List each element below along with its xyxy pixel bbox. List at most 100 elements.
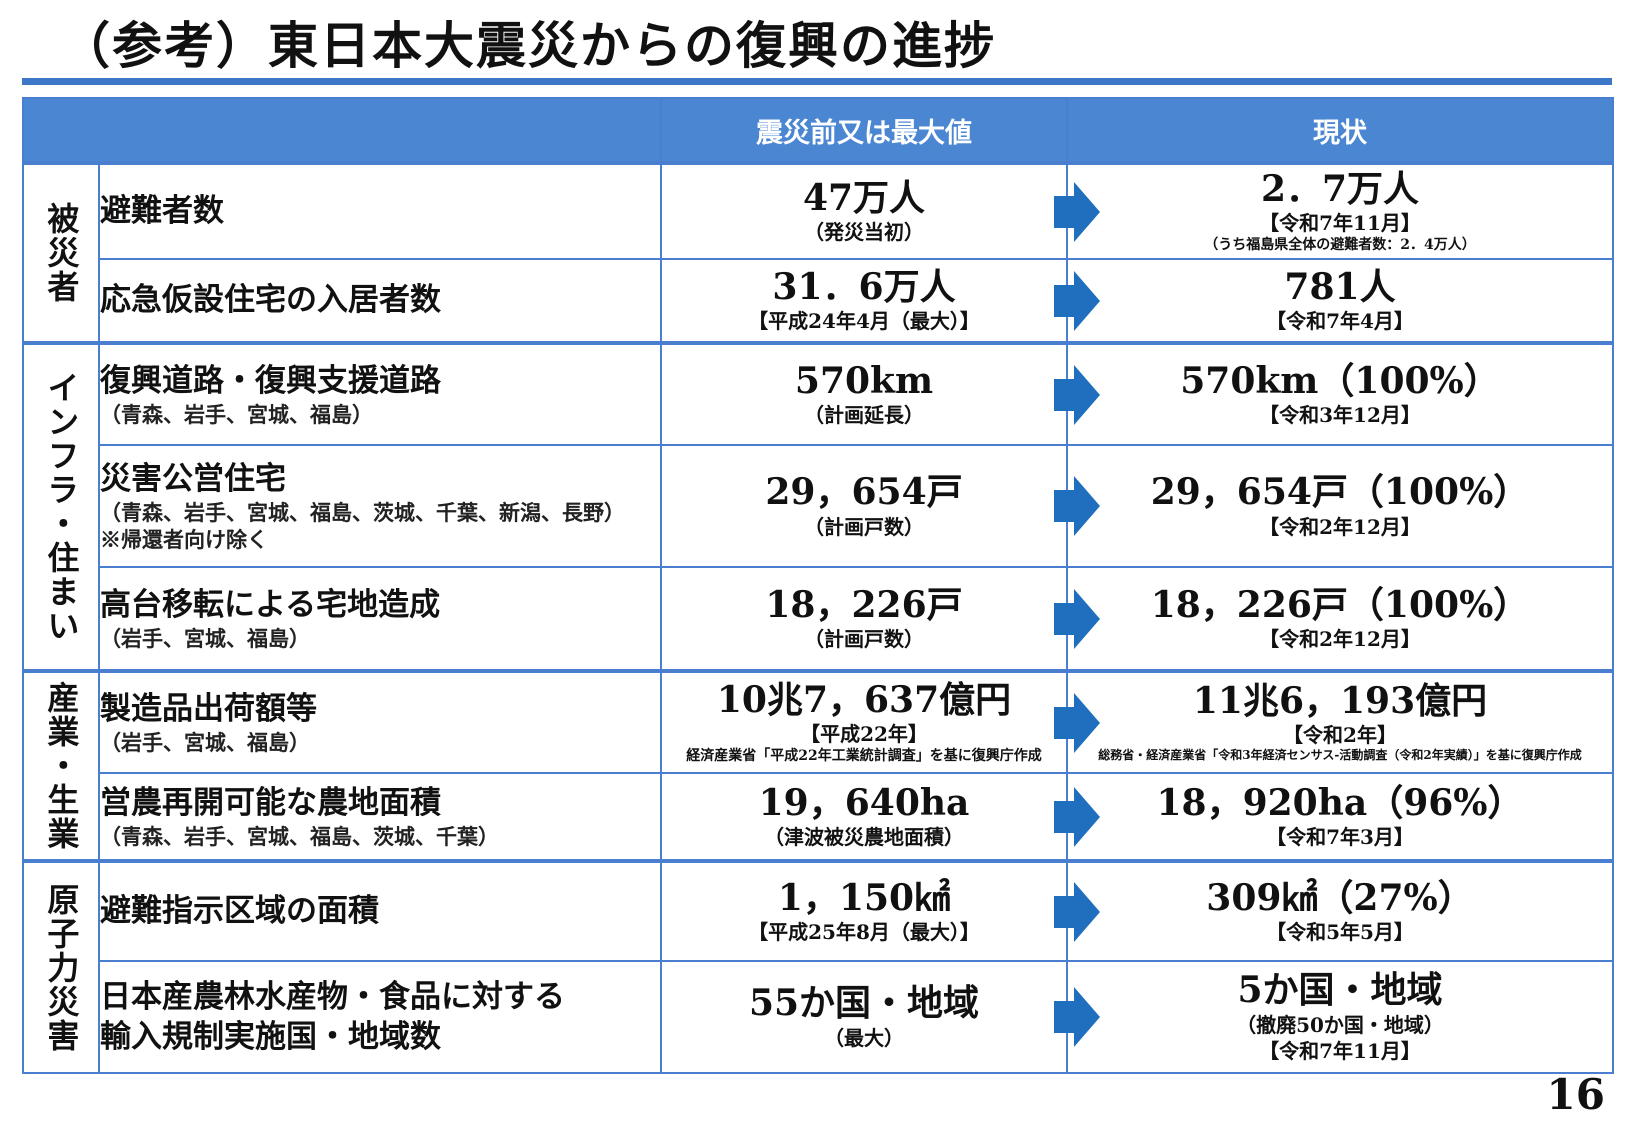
- title-underline: [22, 78, 1612, 85]
- current-value: 18，226戸（100%） 【令和2年12月】: [1054, 566, 1614, 672]
- before-main: 47万人: [802, 176, 926, 219]
- current-value: 18，920ha（96%） 【令和7年3月】: [1054, 772, 1614, 862]
- row-item: 避難者数: [98, 161, 662, 260]
- after-main: 570km（100%）: [1180, 359, 1500, 402]
- before-main: 1，150㎢: [777, 876, 951, 919]
- before-main: 570km: [794, 359, 934, 402]
- after-source: 総務省・経済産業省「令和3年経済センサス-活動調査（令和2年実績）」を基に復興庁…: [1098, 748, 1582, 763]
- after-main: 11兆6，193億円: [1192, 680, 1488, 722]
- table-row: 営農再開可能な農地面積 （青森、岩手、宮城、福島、茨城、千葉） 19，640ha…: [23, 772, 1614, 862]
- current-value: 11兆6，193億円 【令和2年】 総務省・経済産業省「令和3年経済センサス-活…: [1054, 669, 1614, 774]
- arrow-icon: [1054, 692, 1104, 753]
- table-row: 産業・生業 製造品出荷額等 （岩手、宮城、福島） 10兆7，637億円 【平成2…: [22, 669, 1614, 862]
- before-value: 1，150㎢ 【平成25年8月（最大）】: [660, 859, 1068, 962]
- row-item: 災害公営住宅 （青森、岩手、宮城、福島、茨城、千葉、新潟、長野） ※帰還者向け除…: [98, 444, 662, 568]
- item-sub: （青森、岩手、宮城、福島、茨城、千葉、新潟、長野）: [100, 499, 625, 525]
- item-label: 災害公営住宅: [100, 460, 286, 497]
- table-body: 被災者 避難者数 47万人 （発災当初） 2．7万人 【令和7年11月】 （うち…: [22, 161, 1614, 1074]
- category-victims: 被災者: [22, 161, 100, 344]
- before-main: 55か国・地域: [748, 982, 980, 1025]
- after-main: 18，226戸（100%）: [1150, 583, 1530, 626]
- item-sub: （岩手、宮城、福島）: [100, 730, 310, 755]
- current-value: 5か国・地域 （撤廃50か国・地域） 【令和7年11月】: [1054, 960, 1614, 1074]
- after-sub: 【令和3年12月】: [1259, 403, 1421, 428]
- before-value: 29，654戸 （計画戸数）: [660, 444, 1068, 568]
- page-title: （参考）東日本大震災からの復興の進捗: [60, 16, 996, 75]
- after-main: 18，920ha（96%）: [1156, 781, 1524, 824]
- item-sub: （青森、岩手、宮城、福島）: [100, 402, 373, 427]
- before-main: 18，226戸: [765, 583, 963, 626]
- table-row: 日本産農林水産物・食品に対する 輸入規制実施国・地域数 55か国・地域 （最大）…: [23, 960, 1614, 1074]
- current-value: 29，654戸（100%） 【令和2年12月】: [1054, 444, 1614, 568]
- row-item: 営農再開可能な農地面積 （青森、岩手、宮城、福島、茨城、千葉）: [98, 772, 662, 862]
- current-value: 2．7万人 【令和7年11月】 （うち福島県全体の避難者数：2．4万人）: [1054, 161, 1614, 260]
- row-item: 製造品出荷額等 （岩手、宮城、福島）: [98, 669, 662, 774]
- after-main: 2．7万人: [1260, 167, 1420, 210]
- item-label-2: 輸入規制実施国・地域数: [100, 1019, 441, 1055]
- after-sub: 【令和2年12月】: [1259, 514, 1421, 539]
- item-label: 製造品出荷額等: [100, 690, 317, 727]
- arrow-icon: [1054, 270, 1104, 331]
- item-label: 営農再開可能な農地面積: [100, 784, 441, 821]
- table-row: インフラ・住まい 復興道路・復興支援道路 （青森、岩手、宮城、福島） 570km…: [22, 341, 1614, 672]
- after-sub: 【令和2年】: [1283, 723, 1397, 748]
- header-blank: [22, 97, 662, 164]
- table-row: 被災者 避難者数 47万人 （発災当初） 2．7万人 【令和7年11月】 （うち…: [22, 161, 1614, 344]
- before-sub: （計画戸数）: [804, 627, 924, 652]
- after-sub: （撤廃50か国・地域）: [1236, 1012, 1444, 1037]
- table-row: 高台移転による宅地造成 （岩手、宮城、福島） 18，226戸 （計画戸数） 18…: [23, 566, 1614, 672]
- before-sub: （計画戸数）: [804, 514, 924, 539]
- before-sub: 【平成22年】: [800, 722, 928, 747]
- after-sub: 【令和5年5月】: [1266, 920, 1414, 945]
- current-value: 570km（100%） 【令和3年12月】: [1054, 341, 1614, 446]
- table-row: 原子力災害 避難指示区域の面積 1，150㎢ 【平成25年8月（最大）】 309…: [22, 859, 1614, 1074]
- category-industry: 産業・生業: [22, 669, 100, 862]
- before-sub: 【平成24年4月（最大）】: [748, 309, 980, 334]
- after-main: 309㎢（27%）: [1206, 876, 1474, 919]
- row-item: 日本産農林水産物・食品に対する 輸入規制実施国・地域数: [98, 960, 662, 1074]
- row-item: 応急仮設住宅の入居者数: [98, 258, 662, 344]
- table-header-row: 震災前又は最大値 現状: [22, 97, 1614, 164]
- before-value: 47万人 （発災当初）: [660, 161, 1068, 260]
- before-value: 10兆7，637億円 【平成22年】 経済産業省「平成22年工業統計調査」を基に…: [660, 669, 1068, 774]
- item-label: 高台移転による宅地造成: [100, 586, 441, 623]
- table-row: 応急仮設住宅の入居者数 31．6万人 【平成24年4月（最大）】 781人 【令…: [23, 258, 1614, 344]
- before-main: 19，640ha: [758, 781, 970, 824]
- item-label: 避難者数: [100, 193, 224, 230]
- after-sub: 【令和7年4月】: [1266, 309, 1414, 334]
- before-value: 55か国・地域 （最大）: [660, 960, 1068, 1074]
- arrow-icon: [1054, 987, 1104, 1047]
- before-value: 19，640ha （津波被災農地面積）: [660, 772, 1068, 862]
- before-value: 31．6万人 【平成24年4月（最大）】: [660, 258, 1068, 344]
- item-label: 避難指示区域の面積: [100, 893, 379, 930]
- after-note: （うち福島県全体の避難者数：2．4万人）: [1204, 237, 1476, 254]
- after-sub: 【令和2年12月】: [1259, 627, 1421, 652]
- row-item: 高台移転による宅地造成 （岩手、宮城、福島）: [98, 566, 662, 672]
- item-sub: （岩手、宮城、福島）: [100, 626, 310, 651]
- before-sub: （最大）: [824, 1025, 904, 1050]
- before-source: 経済産業省「平成22年工業統計調査」を基に復興庁作成: [686, 748, 1042, 765]
- after-date: 【令和7年11月】: [1259, 1038, 1421, 1063]
- before-main: 29，654戸: [765, 471, 963, 514]
- arrow-icon: [1054, 364, 1104, 425]
- row-item: 復興道路・復興支援道路 （青森、岩手、宮城、福島）: [98, 341, 662, 446]
- arrow-icon: [1054, 786, 1104, 847]
- arrow-icon: [1054, 588, 1104, 649]
- current-value: 309㎢（27%） 【令和5年5月】: [1054, 859, 1614, 962]
- item-label: 復興道路・復興支援道路: [100, 362, 441, 399]
- item-note: ※帰還者向け除く: [100, 527, 268, 553]
- after-main: 5か国・地域: [1237, 969, 1443, 1012]
- before-sub: （計画延長）: [804, 403, 924, 428]
- header-current: 現状: [1066, 97, 1614, 164]
- category-infrastructure: インフラ・住まい: [22, 341, 100, 672]
- item-sub: （青森、岩手、宮城、福島、茨城、千葉）: [100, 824, 499, 849]
- after-main: 781人: [1284, 265, 1396, 308]
- current-value: 781人 【令和7年4月】: [1054, 258, 1614, 344]
- item-label: 応急仮設住宅の入居者数: [100, 282, 441, 319]
- before-value: 570km （計画延長）: [660, 341, 1068, 446]
- before-sub: 【平成25年8月（最大）】: [748, 920, 980, 945]
- page-number: 16: [1546, 1070, 1605, 1119]
- item-label: 日本産農林水産物・食品に対する: [100, 978, 565, 1015]
- arrow-icon: [1054, 476, 1104, 536]
- arrow-icon: [1054, 181, 1104, 242]
